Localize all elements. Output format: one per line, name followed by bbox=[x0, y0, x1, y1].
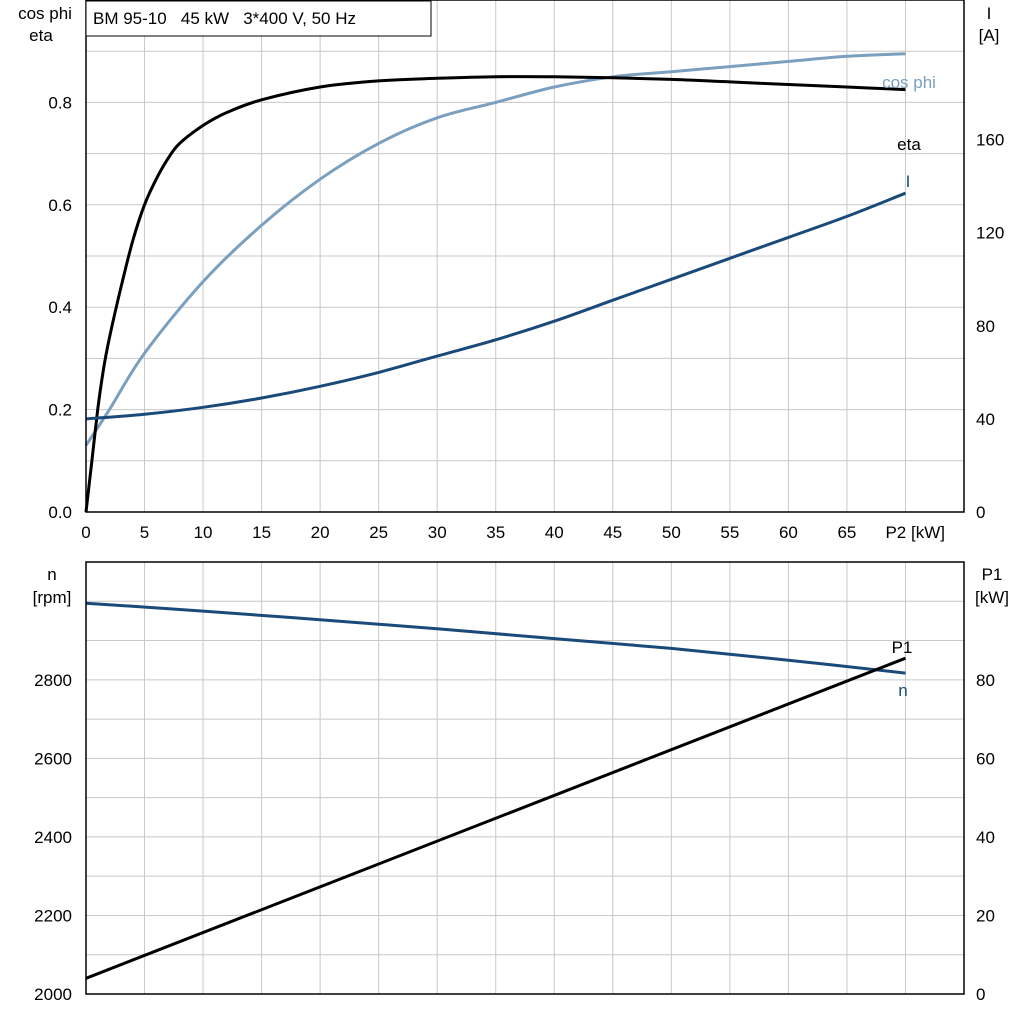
bottom-left-tick-label: 2400 bbox=[34, 828, 72, 847]
series-line-cos-phi bbox=[84, 52, 906, 447]
top-x-tick-label: 0 bbox=[81, 523, 90, 542]
top-left-tick-label: 0.0 bbox=[48, 503, 72, 522]
top-x-tick-label: 20 bbox=[311, 523, 330, 542]
bottom-left-tick-label: 2000 bbox=[34, 985, 72, 1004]
series-label-p1: P1 bbox=[892, 638, 913, 657]
bottom-left-axis-label-2: [rpm] bbox=[33, 588, 72, 607]
series-label-i: I bbox=[906, 172, 911, 191]
top-left-tick-label: 0.8 bbox=[48, 93, 72, 112]
bottom-chart-ticks: 2000 2200 2400 2600 2800 0 20 40 60 80 bbox=[34, 671, 995, 1004]
top-x-tick-label: 15 bbox=[252, 523, 271, 542]
x-axis-label: P2 [kW] bbox=[885, 523, 945, 542]
bottom-right-tick-label: 60 bbox=[976, 749, 995, 768]
top-chart-series bbox=[84, 52, 907, 513]
top-x-tick-label: 40 bbox=[545, 523, 564, 542]
bottom-right-tick-label: 0 bbox=[976, 985, 985, 1004]
bottom-right-tick-label: 80 bbox=[976, 671, 995, 690]
series-line-i bbox=[85, 191, 907, 421]
top-left-axis-label-2: eta bbox=[29, 26, 53, 45]
series-line-n bbox=[85, 601, 906, 675]
bottom-right-axis-label-2: [kW] bbox=[975, 588, 1009, 607]
bottom-left-axis-label-1: n bbox=[47, 565, 56, 584]
bottom-chart-series bbox=[85, 601, 907, 980]
top-x-tick-label: 5 bbox=[140, 523, 149, 542]
top-x-tick-label: 45 bbox=[603, 523, 622, 542]
bottom-left-tick-label: 2200 bbox=[34, 906, 72, 925]
top-left-tick-label: 0.6 bbox=[48, 196, 72, 215]
top-left-tick-label: 0.2 bbox=[48, 401, 72, 420]
top-x-tick-label: 25 bbox=[369, 523, 388, 542]
series-label-cos-phi: cos phi bbox=[882, 73, 936, 92]
bottom-plot-frame bbox=[85, 561, 965, 995]
top-x-tick-label: 65 bbox=[837, 523, 856, 542]
series-label-eta: eta bbox=[897, 135, 921, 154]
chart-title-box bbox=[85, 0, 432, 37]
top-right-tick-label: 120 bbox=[976, 224, 1004, 243]
top-x-tick-label: 30 bbox=[428, 523, 447, 542]
top-right-axis-label-2: [A] bbox=[979, 26, 1000, 45]
top-left-axis-label-1: cos phi bbox=[18, 4, 72, 23]
top-right-tick-label: 80 bbox=[976, 317, 995, 336]
bottom-right-tick-label: 40 bbox=[976, 828, 995, 847]
series-line-p1 bbox=[85, 656, 907, 980]
bottom-right-axis-label-1: P1 bbox=[982, 565, 1003, 584]
top-x-tick-label: 60 bbox=[779, 523, 798, 542]
top-chart-ticks: 0.0 0.2 0.4 0.6 0.8 0 40 80 120 160 0 5 10 15 20 25 30 35… bbox=[48, 93, 1004, 542]
top-x-tick-label: 10 bbox=[194, 523, 213, 542]
top-x-tick-label: 50 bbox=[662, 523, 681, 542]
top-plot-frame bbox=[85, 0, 965, 513]
top-right-axis-label-1: I bbox=[987, 4, 992, 23]
top-right-tick-label: 160 bbox=[976, 131, 1004, 150]
bottom-right-tick-label: 20 bbox=[976, 906, 995, 925]
top-right-tick-label: 0 bbox=[976, 503, 985, 522]
top-left-tick-label: 0.4 bbox=[48, 298, 72, 317]
series-label-n: n bbox=[898, 681, 907, 700]
top-x-tick-label: 55 bbox=[720, 523, 739, 542]
series-line-eta bbox=[84, 75, 906, 513]
top-x-tick-label: 35 bbox=[486, 523, 505, 542]
bottom-chart-grid bbox=[86, 562, 964, 994]
bottom-left-tick-label: 2600 bbox=[34, 749, 72, 768]
bottom-left-tick-label: 2800 bbox=[34, 671, 72, 690]
chart-title: BM 95-10 45 kW 3*400 V, 50 Hz bbox=[93, 9, 356, 28]
top-right-tick-label: 40 bbox=[976, 410, 995, 429]
